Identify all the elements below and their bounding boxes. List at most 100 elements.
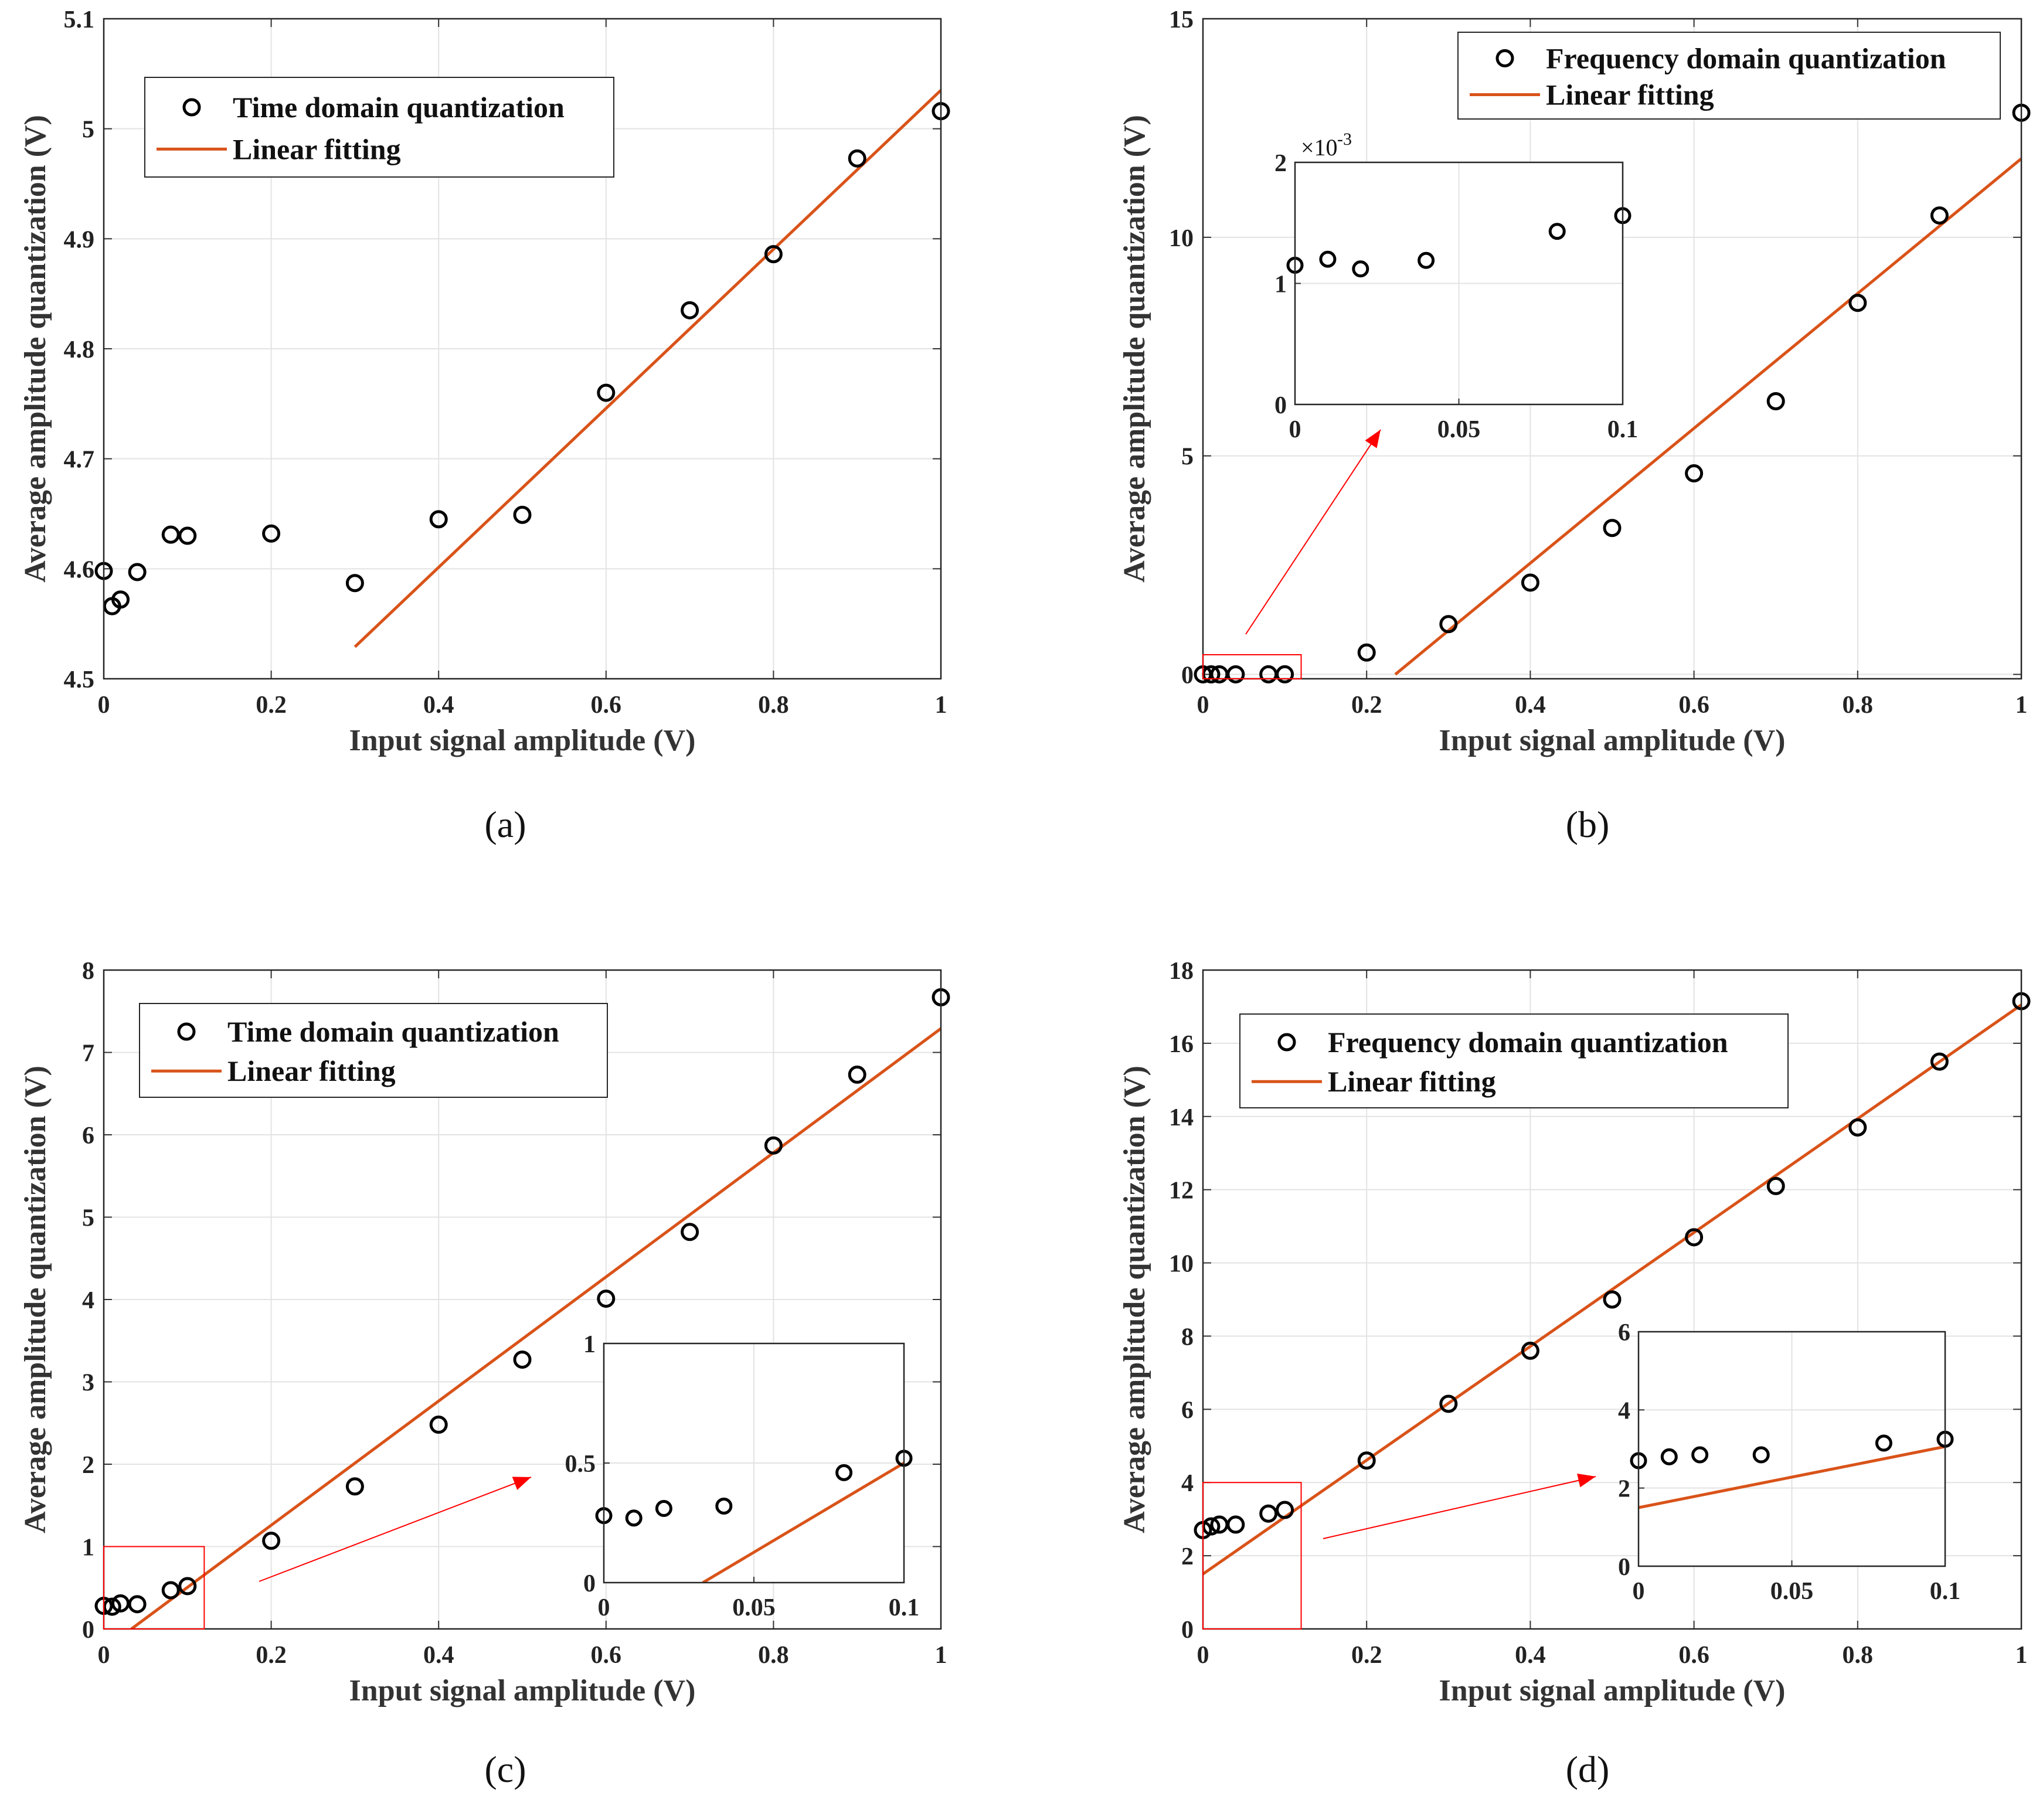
inset-x-tick-label: 0	[1289, 416, 1301, 443]
y-tick-label: 8	[82, 958, 94, 985]
data-layer	[354, 89, 941, 648]
data-point	[178, 1577, 197, 1596]
y-tick-label: 4.5	[64, 666, 95, 693]
data-point	[1930, 1052, 1949, 1071]
legend: Time domain quantization Linear fitting	[139, 1003, 608, 1098]
legend-label: Linear fitting	[1328, 1065, 1496, 1098]
fit-line	[1394, 157, 2021, 676]
y-tick-label: 16	[1169, 1031, 1194, 1058]
data-point	[1439, 615, 1458, 634]
fit-line	[354, 89, 941, 648]
inset-y-tick-label: 0	[1274, 392, 1287, 419]
inset-x-tick-label: 0.1	[1930, 1578, 1961, 1605]
inset-box	[1637, 1331, 1946, 1567]
inset-y-tick-label: 0.5	[565, 1451, 596, 1478]
data-point	[1357, 643, 1376, 662]
x-tick-label: 0.2	[256, 692, 287, 719]
zoom-arrow	[1245, 429, 1381, 635]
x-tick-label: 0.4	[423, 692, 454, 719]
y-tick-label: 14	[1169, 1104, 1194, 1131]
legend-label: Frequency domain quantization	[1546, 42, 1946, 74]
inset-exponent-power: -3	[1337, 130, 1352, 149]
zoom-arrow	[1323, 1476, 1596, 1539]
y-tick-label: 4	[82, 1287, 94, 1314]
y-tick-label: 5.1	[64, 6, 95, 33]
inset-data-point	[625, 1509, 643, 1527]
axes-box	[1202, 969, 2023, 1630]
inset-y-tick-label: 2	[1274, 150, 1287, 177]
inset-plot: 0 0.05 0.1 0 0.5 1	[565, 1331, 920, 1621]
legend-marker-icon	[182, 98, 201, 117]
inset-data-point	[655, 1500, 672, 1518]
legend: Time domain quantization Linear fitting	[144, 77, 614, 178]
data-point	[681, 301, 699, 319]
x-tick-label: 1	[2015, 1642, 2028, 1669]
axes-box	[1202, 18, 2023, 680]
zoom-region-box	[1202, 1482, 1302, 1630]
x-tick-label: 0.8	[758, 1642, 789, 1669]
data-point	[1766, 392, 1785, 410]
inset-data-point	[1875, 1434, 1892, 1452]
x-tick-label: 0.2	[1351, 692, 1382, 719]
legend-label: Linear fitting	[233, 132, 401, 165]
data-point	[848, 1065, 866, 1084]
y-tick-label: 15	[1169, 6, 1194, 33]
inset-x-tick-label: 0	[1633, 1578, 1645, 1605]
data-point	[345, 1477, 364, 1496]
inset-plot: 0 0.05 0.1 0 2 4 6	[1618, 1319, 1960, 1605]
x-tick-label: 0.6	[1678, 692, 1709, 719]
inset-fit-line	[702, 1461, 904, 1583]
x-tick-label: 0	[98, 692, 110, 719]
x-tick-label: 0	[98, 1642, 110, 1669]
y-tick-label: 0	[1181, 1617, 1194, 1644]
data-point	[103, 1597, 121, 1616]
inset-y-tick-label: 4	[1618, 1397, 1630, 1424]
inset-y-tick-label: 2	[1618, 1476, 1630, 1503]
legend-box	[1239, 1013, 1789, 1108]
y-tick-label: 1	[82, 1535, 94, 1562]
inset-data-point	[1752, 1446, 1770, 1464]
inset-box	[1294, 161, 1624, 406]
data-point	[1439, 1394, 1458, 1413]
inset-data-point	[1418, 251, 1435, 269]
data-point	[1357, 1451, 1376, 1470]
x-axis-label: Input signal amplitude (V)	[1439, 1674, 1786, 1707]
data-point	[681, 1223, 699, 1241]
data-point	[1766, 1176, 1785, 1195]
inset-x-tick-label: 0.1	[889, 1594, 920, 1621]
inset-data-point	[835, 1464, 853, 1481]
data-point	[262, 524, 281, 543]
inset-y-tick-label: 6	[1618, 1319, 1630, 1346]
x-tick-label: 1	[935, 692, 947, 719]
x-tick-label: 0.2	[256, 1642, 287, 1669]
data-point	[513, 1350, 532, 1369]
x-tick-label: 0.6	[1678, 1642, 1709, 1669]
data-point	[764, 1136, 783, 1155]
panel-caption: (b)	[1566, 804, 1610, 845]
x-tick-label: 0.8	[1843, 1642, 1874, 1669]
data-point	[345, 574, 364, 593]
zoom-arrow-head	[512, 1477, 531, 1490]
y-axis-label: Average amplitude quantization (V)	[19, 1066, 52, 1533]
data-point	[1276, 1501, 1294, 1519]
axes-box	[103, 18, 942, 680]
inset-data-point	[1352, 260, 1369, 278]
x-tick-label: 1	[935, 1642, 947, 1669]
zoom-arrow	[259, 1477, 532, 1582]
inset-data-point	[1548, 223, 1566, 240]
legend-box	[144, 77, 614, 178]
inset-x-tick-label: 0.1	[1607, 416, 1639, 443]
data-point	[111, 1594, 130, 1613]
legend: Frequency domain quantization Linear fitt…	[1239, 1013, 1789, 1108]
zoom-arrow-head	[1365, 430, 1381, 448]
x-axis-label: Input signal amplitude (V)	[349, 1674, 696, 1707]
x-tick-label: 0.8	[1843, 692, 1874, 719]
y-tick-label: 4	[1181, 1470, 1194, 1497]
legend-label: Time domain quantization	[233, 91, 565, 124]
x-tick-label: 0.2	[1351, 1642, 1382, 1669]
data-point	[128, 1595, 147, 1614]
chart-panel-2: 0 0.2 0.4 0.6 0.8 1 0 1 2 3 4 5 6 7 8 Input signal ampl…	[19, 958, 950, 1790]
legend-label: Time domain quantization	[227, 1015, 559, 1048]
legend-box	[139, 1003, 608, 1098]
